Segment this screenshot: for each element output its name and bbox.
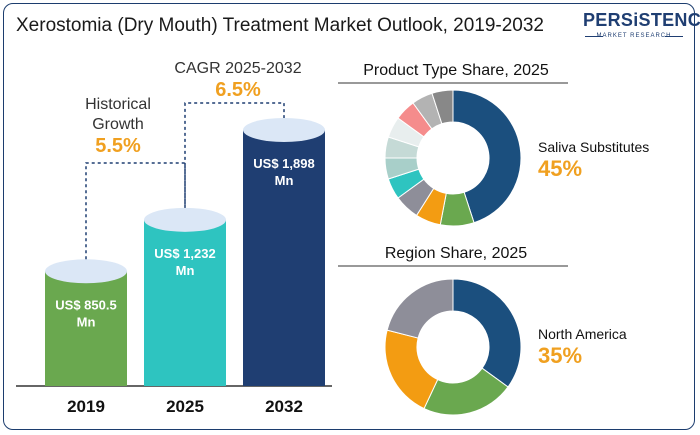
bar-2025 [144,219,226,386]
annotation-historical-label: Growth [92,116,144,133]
bar-category-label: 2032 [265,397,303,416]
page-title: Xerostomia (Dry Mouth) Treatment Market … [16,15,545,36]
bar-value-label: US$ 850.5 [55,297,116,312]
bar-value-label: US$ 1,898 [253,156,314,171]
logo-line-right [665,36,683,37]
region-donut-highlight-label: North America [538,326,627,342]
bar-value-unit: Mn [176,263,195,278]
bar-cap-2025 [144,207,226,232]
region-donut-slice-2 [384,329,439,410]
annotation-historical-label: Historical [85,96,151,113]
logo-main-text: PERSiSTENCE [583,10,700,30]
annotation-cagr-value: 6.5% [215,79,261,101]
logo-sub-text: MARKET RESEARCH [596,33,672,39]
bar-cap-2019 [45,259,127,284]
bar-category-label: 2019 [67,397,105,416]
company-logo: PERSiSTENCE MARKET RESEARCH [583,10,700,50]
bar-value-unit: Mn [275,173,294,188]
region-donut-highlight-value: 35% [538,343,582,368]
annotation-historical-connector [85,162,186,260]
product-donut-slice-10 [431,89,454,125]
bar-cap-2032 [243,118,325,142]
product-donut-highlight-value: 45% [538,156,582,181]
product-donut-slice-0 [452,89,522,224]
region-donut-title: Region Share, 2025 [385,245,527,262]
annotation-cagr-connector [184,102,285,208]
product-donut-title: Product Type Share, 2025 [363,62,549,79]
bar-value-label: US$ 1,232 [154,246,215,261]
region-donut-slice-0 [452,278,522,388]
bar-2032 [243,130,325,386]
bar-category-label: 2025 [166,397,204,416]
logo-line-left [585,36,603,37]
bar-value-unit: Mn [77,314,96,329]
product-donut-highlight-label: Saliva Substitutes [538,139,649,155]
bar-2019 [45,271,127,386]
annotation-cagr-label: CAGR 2025-2032 [174,60,301,77]
annotation-historical-value: 5.5% [95,135,141,157]
region-donut-slice-3 [386,278,454,339]
